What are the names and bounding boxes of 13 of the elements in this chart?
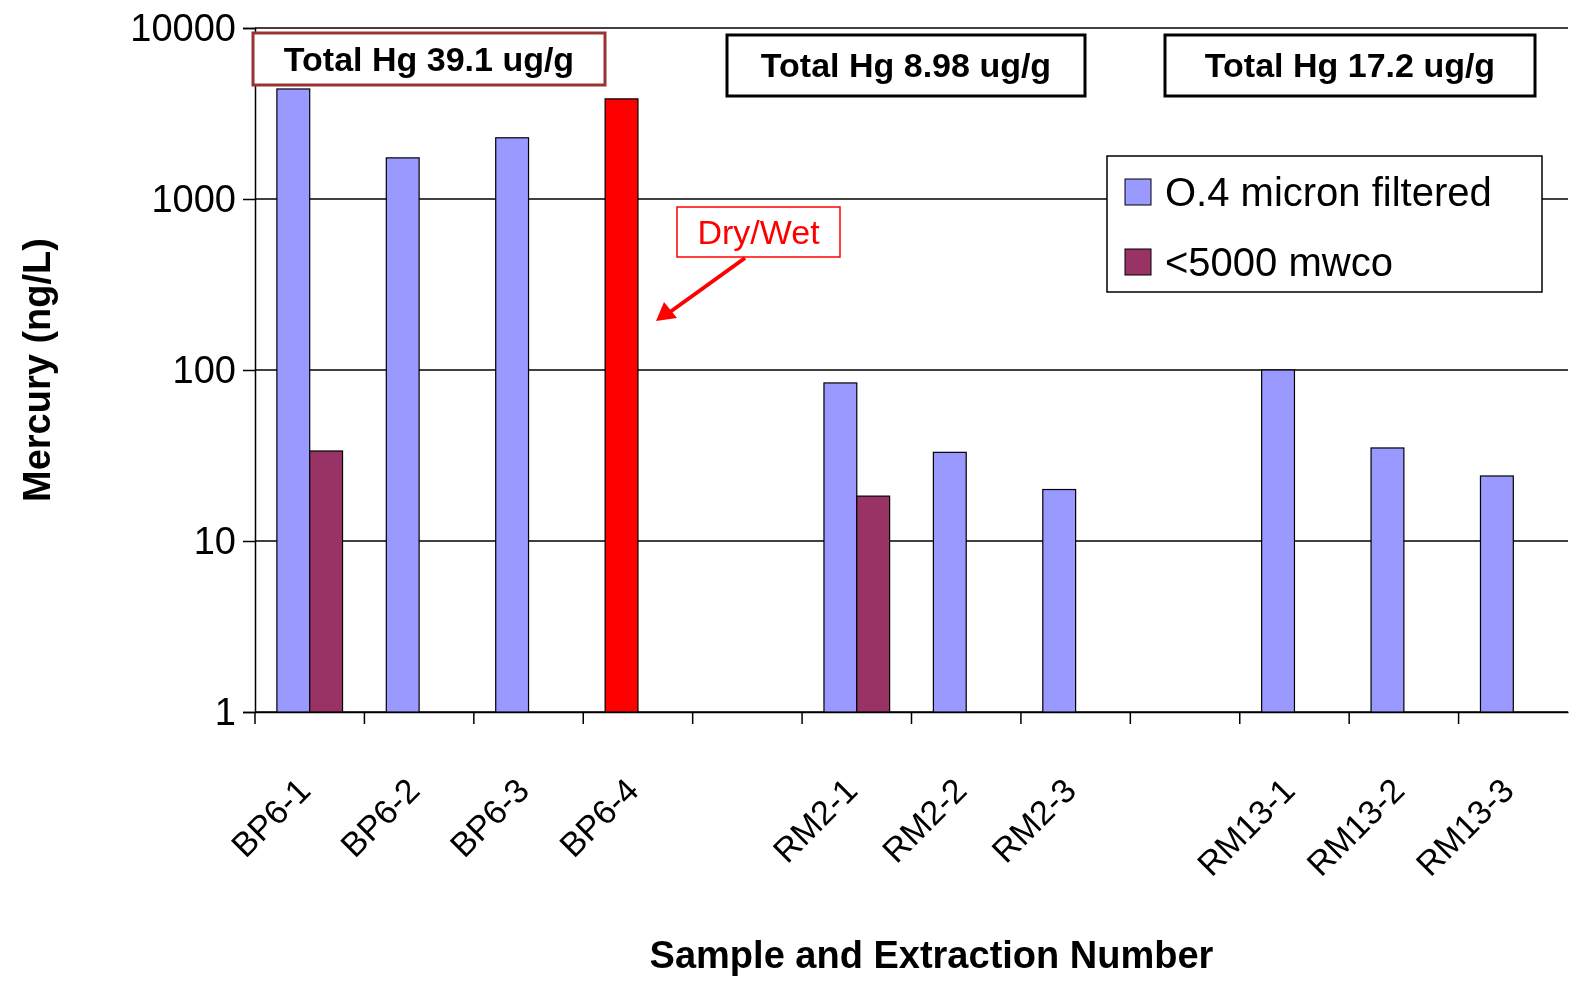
- annotation: Total Hg 39.1 ug/g: [283, 39, 575, 78]
- y-tick-label: 100: [172, 348, 236, 391]
- y-tick-label: 1: [214, 690, 236, 733]
- y-tick-label: 1000: [151, 177, 236, 220]
- y-tick-label: 10000: [130, 6, 236, 49]
- y-axis-title: Mercury (ng/L): [16, 238, 58, 502]
- annotation: Total Hg 17.2 ug/g: [1204, 46, 1496, 85]
- annotation: Dry/Wet: [697, 212, 821, 251]
- y-tick-label: 10: [193, 519, 236, 562]
- legend-label: <5000 mwco: [1165, 240, 1393, 284]
- annotation: Total Hg 8.98 ug/g: [760, 46, 1052, 85]
- legend-label: O.4 micron filtered: [1165, 170, 1492, 214]
- x-axis-title: Sample and Extraction Number: [649, 934, 1214, 976]
